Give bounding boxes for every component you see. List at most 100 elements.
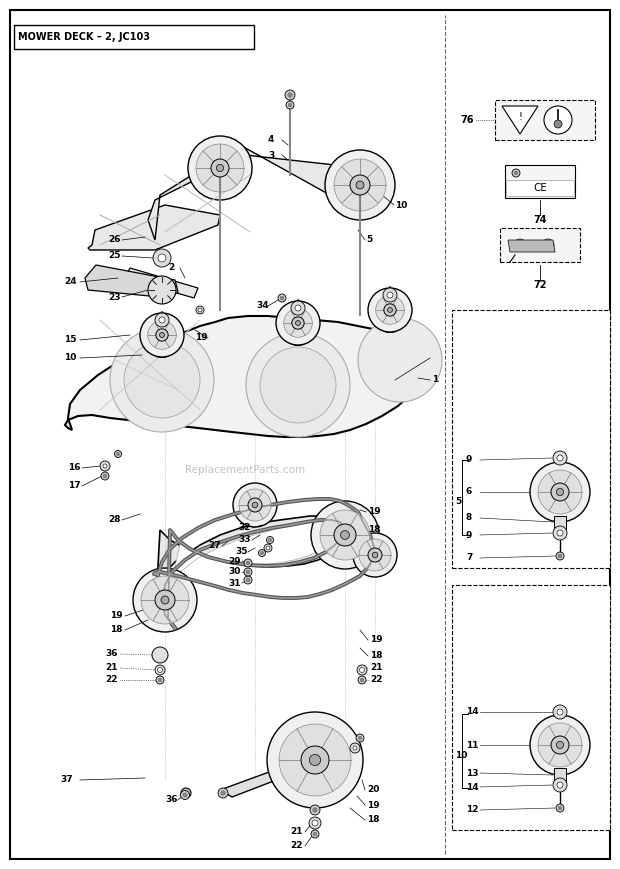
Circle shape bbox=[155, 665, 165, 675]
Circle shape bbox=[196, 144, 244, 192]
Text: CE: CE bbox=[533, 183, 547, 193]
Circle shape bbox=[388, 308, 392, 313]
Text: 14: 14 bbox=[466, 707, 479, 717]
Text: 5: 5 bbox=[455, 497, 461, 507]
Circle shape bbox=[353, 746, 357, 750]
Text: 26: 26 bbox=[108, 235, 120, 244]
Circle shape bbox=[360, 667, 365, 673]
Circle shape bbox=[157, 667, 162, 673]
Circle shape bbox=[311, 830, 319, 838]
Circle shape bbox=[264, 544, 272, 552]
Polygon shape bbox=[85, 265, 178, 298]
Circle shape bbox=[556, 741, 564, 748]
Bar bbox=[14, 25, 254, 49]
Circle shape bbox=[278, 294, 286, 302]
Circle shape bbox=[301, 746, 329, 774]
Text: 28: 28 bbox=[108, 515, 120, 525]
Circle shape bbox=[239, 489, 271, 521]
Circle shape bbox=[124, 342, 200, 418]
Text: 74: 74 bbox=[533, 215, 547, 225]
Circle shape bbox=[556, 488, 564, 495]
Circle shape bbox=[233, 483, 277, 527]
Circle shape bbox=[538, 723, 582, 767]
Circle shape bbox=[387, 292, 393, 298]
Circle shape bbox=[260, 552, 264, 554]
Text: 5: 5 bbox=[366, 235, 372, 244]
Text: 19: 19 bbox=[367, 800, 379, 810]
Text: 31: 31 bbox=[228, 579, 241, 587]
Text: 10: 10 bbox=[395, 201, 407, 209]
Circle shape bbox=[276, 301, 320, 345]
Circle shape bbox=[101, 472, 109, 480]
Text: 19: 19 bbox=[368, 507, 381, 516]
Polygon shape bbox=[220, 757, 318, 797]
Text: 21: 21 bbox=[290, 827, 303, 837]
Circle shape bbox=[115, 450, 122, 457]
Text: 22: 22 bbox=[290, 841, 303, 851]
Ellipse shape bbox=[155, 353, 169, 357]
Circle shape bbox=[553, 526, 567, 540]
Circle shape bbox=[551, 483, 569, 501]
Text: 22: 22 bbox=[105, 675, 118, 685]
Circle shape bbox=[183, 793, 187, 797]
Text: 22: 22 bbox=[370, 675, 383, 685]
Circle shape bbox=[288, 93, 292, 97]
Text: 20: 20 bbox=[367, 786, 379, 794]
Text: 11: 11 bbox=[466, 740, 479, 749]
Text: 21: 21 bbox=[105, 664, 118, 673]
Circle shape bbox=[384, 304, 396, 316]
Circle shape bbox=[309, 754, 321, 766]
Circle shape bbox=[180, 791, 190, 799]
Circle shape bbox=[320, 510, 370, 560]
Circle shape bbox=[325, 150, 395, 220]
Circle shape bbox=[556, 552, 564, 560]
Circle shape bbox=[141, 576, 189, 624]
Circle shape bbox=[155, 313, 169, 327]
Circle shape bbox=[356, 181, 364, 189]
Circle shape bbox=[358, 676, 366, 684]
Circle shape bbox=[350, 743, 360, 753]
Text: 37: 37 bbox=[60, 775, 73, 785]
Polygon shape bbox=[88, 205, 220, 250]
Text: 18: 18 bbox=[110, 626, 123, 634]
Circle shape bbox=[372, 552, 378, 558]
Circle shape bbox=[188, 136, 252, 200]
Text: 1: 1 bbox=[432, 375, 438, 384]
Circle shape bbox=[155, 590, 175, 610]
Circle shape bbox=[152, 647, 168, 663]
Circle shape bbox=[221, 791, 225, 795]
Polygon shape bbox=[502, 106, 538, 134]
Text: 72: 72 bbox=[533, 280, 547, 290]
Circle shape bbox=[334, 159, 386, 211]
Circle shape bbox=[244, 568, 252, 576]
Circle shape bbox=[557, 455, 563, 461]
Circle shape bbox=[246, 570, 250, 574]
Bar bbox=[452, 310, 610, 568]
Circle shape bbox=[376, 295, 404, 324]
Text: 19: 19 bbox=[370, 635, 383, 645]
Circle shape bbox=[557, 782, 563, 788]
Circle shape bbox=[259, 549, 265, 556]
Polygon shape bbox=[148, 145, 340, 240]
Circle shape bbox=[340, 531, 350, 540]
Circle shape bbox=[544, 106, 572, 134]
Text: 15: 15 bbox=[64, 335, 76, 344]
Bar bbox=[506, 180, 574, 196]
Circle shape bbox=[133, 568, 197, 632]
Circle shape bbox=[296, 321, 301, 326]
Circle shape bbox=[158, 678, 162, 682]
Circle shape bbox=[246, 333, 350, 437]
Text: 8: 8 bbox=[466, 514, 472, 522]
Circle shape bbox=[156, 676, 164, 684]
Circle shape bbox=[285, 90, 295, 100]
Bar bbox=[554, 768, 566, 782]
Polygon shape bbox=[162, 521, 338, 612]
Circle shape bbox=[196, 306, 204, 314]
Text: 24: 24 bbox=[64, 277, 77, 287]
Text: ReplacementParts.com: ReplacementParts.com bbox=[185, 465, 305, 475]
Circle shape bbox=[246, 561, 250, 565]
Circle shape bbox=[538, 470, 582, 514]
Circle shape bbox=[267, 536, 273, 543]
Bar bbox=[505, 165, 575, 198]
Text: 25: 25 bbox=[108, 251, 120, 261]
